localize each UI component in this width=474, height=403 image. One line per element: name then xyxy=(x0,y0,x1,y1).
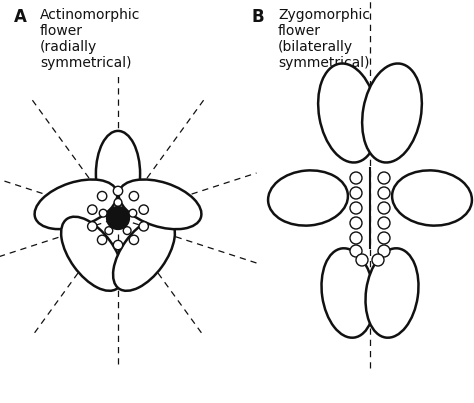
Circle shape xyxy=(129,235,138,245)
Circle shape xyxy=(123,227,131,235)
Circle shape xyxy=(88,205,97,214)
Circle shape xyxy=(129,209,137,217)
Circle shape xyxy=(356,254,368,266)
Text: Zygomorphic: Zygomorphic xyxy=(278,8,370,22)
Ellipse shape xyxy=(392,170,472,226)
Text: flower: flower xyxy=(40,24,83,38)
Circle shape xyxy=(107,207,129,229)
Circle shape xyxy=(378,217,390,229)
Text: A: A xyxy=(14,8,27,26)
Text: (radially: (radially xyxy=(40,40,97,54)
Circle shape xyxy=(378,187,390,199)
Circle shape xyxy=(114,199,122,206)
Circle shape xyxy=(350,217,362,229)
Circle shape xyxy=(350,245,362,257)
Circle shape xyxy=(350,232,362,244)
Text: Actinomorphic: Actinomorphic xyxy=(40,8,140,22)
Ellipse shape xyxy=(61,217,123,291)
Circle shape xyxy=(378,232,390,244)
Circle shape xyxy=(88,222,97,231)
Circle shape xyxy=(350,202,362,214)
Ellipse shape xyxy=(113,217,175,291)
Ellipse shape xyxy=(318,64,378,162)
Circle shape xyxy=(99,209,107,217)
Ellipse shape xyxy=(96,131,140,217)
Ellipse shape xyxy=(35,179,118,229)
Ellipse shape xyxy=(365,248,419,338)
Circle shape xyxy=(113,240,123,250)
Text: symmetrical): symmetrical) xyxy=(278,56,370,70)
Ellipse shape xyxy=(268,170,348,226)
Text: B: B xyxy=(252,8,264,26)
Circle shape xyxy=(378,202,390,214)
Circle shape xyxy=(105,227,113,235)
Circle shape xyxy=(139,205,148,214)
Circle shape xyxy=(113,186,123,195)
Ellipse shape xyxy=(362,64,422,162)
Ellipse shape xyxy=(118,179,201,229)
Text: symmetrical): symmetrical) xyxy=(40,56,131,70)
Text: flower: flower xyxy=(278,24,321,38)
Circle shape xyxy=(139,222,148,231)
Text: (bilaterally: (bilaterally xyxy=(278,40,353,54)
Circle shape xyxy=(378,172,390,184)
Circle shape xyxy=(129,191,138,201)
Circle shape xyxy=(350,172,362,184)
Circle shape xyxy=(372,254,384,266)
Ellipse shape xyxy=(321,248,374,338)
Circle shape xyxy=(350,187,362,199)
Circle shape xyxy=(378,245,390,257)
Circle shape xyxy=(98,191,107,201)
Circle shape xyxy=(98,235,107,245)
